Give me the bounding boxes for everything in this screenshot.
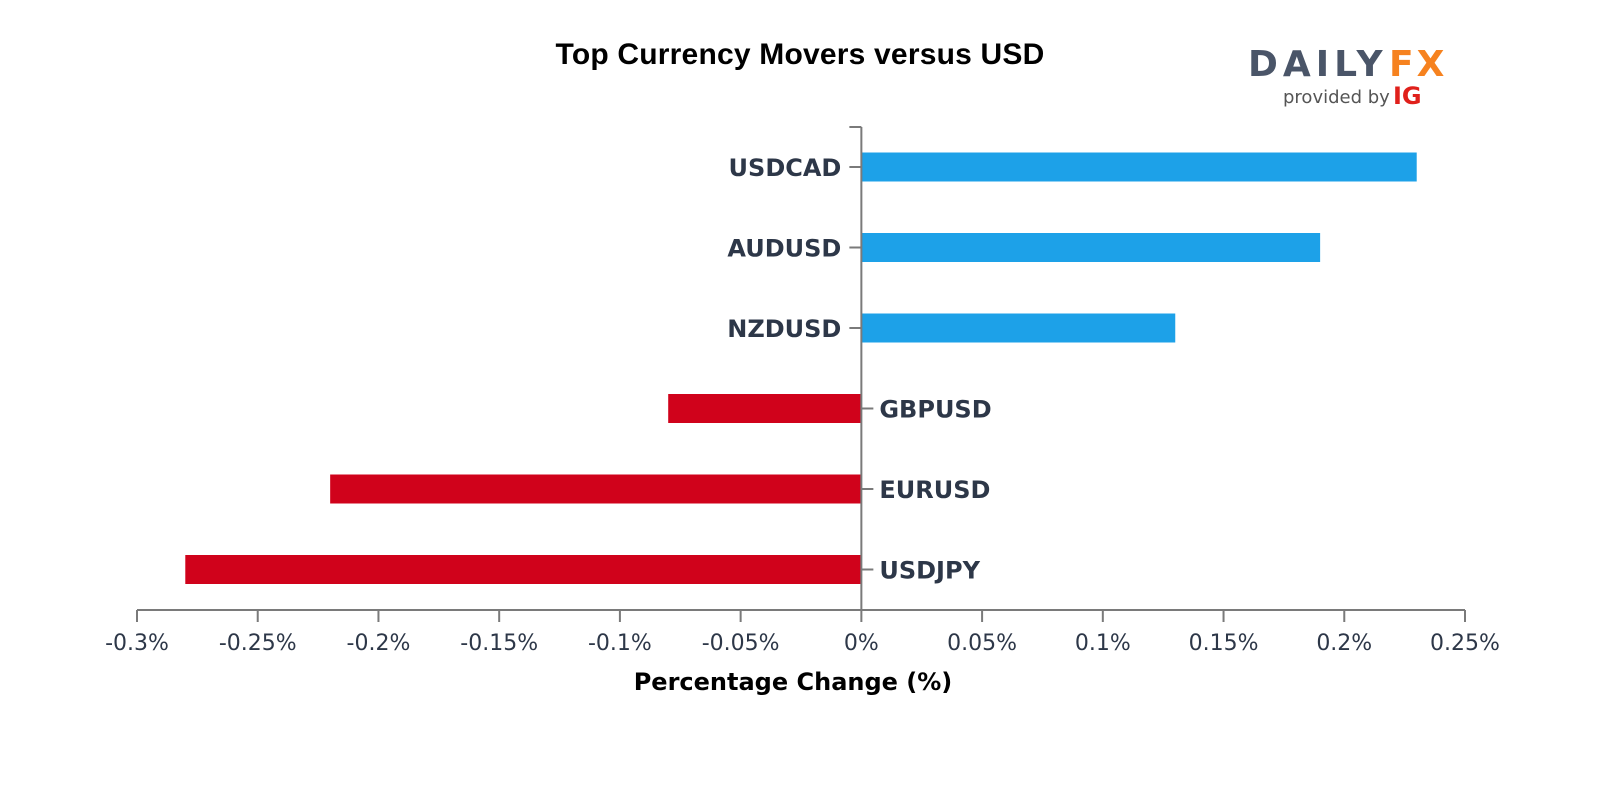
chart-title: Top Currency Movers versus USD — [555, 38, 1045, 71]
category-label-eurusd: EURUSD — [879, 476, 990, 504]
x-tick-label: 0% — [844, 631, 879, 656]
category-label-audusd: AUDUSD — [727, 235, 841, 263]
x-tick-label: -0.3% — [105, 631, 169, 656]
logo-provided-by: provided by — [1283, 87, 1390, 108]
category-label-nzdusd: NZDUSD — [727, 315, 841, 343]
x-tick-label: -0.1% — [588, 631, 652, 656]
category-label-usdcad: USDCAD — [729, 154, 842, 182]
dailyfx-logo-graphic: DAILY FX provided by IG — [1248, 44, 1447, 110]
x-tick-label: 0.15% — [1189, 631, 1259, 656]
logo-brand-left: DAILY — [1248, 44, 1388, 85]
logo-brand-right: FX — [1389, 44, 1447, 85]
bar-gbpusd — [668, 394, 862, 423]
category-label-gbpusd: GBPUSD — [879, 396, 991, 424]
dailyfx-logo: DAILY FX provided by IG — [1248, 36, 1463, 116]
x-tick-label: 0.1% — [1075, 631, 1131, 656]
bar-nzdusd — [861, 313, 1176, 343]
x-tick-label: -0.2% — [347, 631, 411, 656]
labels-layer: USDCAD AUDUSD NZDUSD GBPUSD EURUSD USDJPY -0.3… — [105, 154, 1500, 656]
x-tick-label: -0.25% — [219, 631, 297, 656]
x-tick-label: 0.25% — [1430, 631, 1500, 656]
bars-layer — [185, 152, 1417, 584]
category-label-usdjpy: USDJPY — [879, 557, 980, 585]
x-tick-label: 0.2% — [1316, 631, 1372, 656]
bar-usdcad — [861, 152, 1417, 182]
bar-usdjpy — [185, 555, 862, 584]
x-axis-title: Percentage Change (%) — [634, 668, 953, 696]
logo-provider: IG — [1393, 82, 1422, 110]
x-tick-label: 0.05% — [947, 631, 1017, 656]
x-tick-label: -0.15% — [460, 631, 538, 656]
bar-audusd — [861, 233, 1321, 262]
bar-eurusd — [330, 474, 862, 504]
x-tick-label: -0.05% — [702, 631, 780, 656]
axes-layer — [136, 126, 1466, 622]
